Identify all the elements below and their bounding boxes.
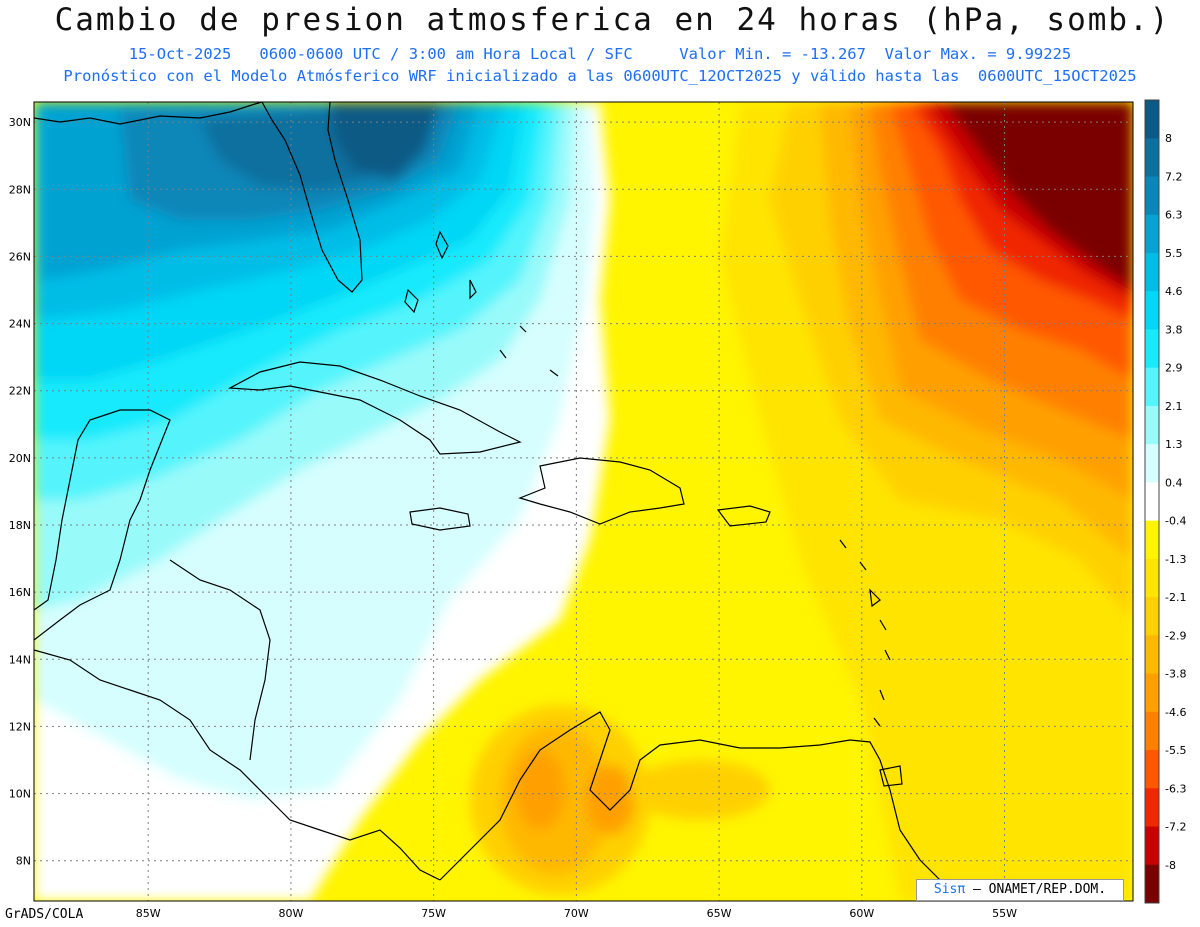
colorbar-swatch bbox=[1145, 100, 1159, 139]
colorbar-label: 0.4 bbox=[1165, 476, 1183, 489]
coastlines bbox=[33, 101, 961, 902]
colorbar-swatch bbox=[1145, 826, 1159, 866]
colorbar-swatch bbox=[1145, 788, 1159, 828]
lat-tick-label: 22N bbox=[9, 385, 31, 398]
grads-footer: GrADS/COLA bbox=[5, 907, 84, 922]
colorbar-frame bbox=[1144, 99, 1160, 904]
colorbar-label: -1.3 bbox=[1165, 553, 1186, 566]
colorbar-label: 7.2 bbox=[1165, 170, 1183, 183]
colorbar-label: -4.6 bbox=[1165, 706, 1186, 719]
lat-lon-grid bbox=[34, 102, 1133, 901]
colorbar-swatch bbox=[1145, 635, 1159, 675]
lat-tick-label: 26N bbox=[9, 250, 31, 263]
colorbar-label: 8 bbox=[1165, 132, 1172, 145]
colorbar-label: -6.3 bbox=[1165, 782, 1186, 795]
colorbar-swatch bbox=[1145, 482, 1159, 522]
colorbar-label: 6.3 bbox=[1165, 209, 1183, 222]
colorbar-swatch bbox=[1145, 711, 1159, 751]
colorbar-swatch bbox=[1145, 520, 1159, 560]
lon-tick-label: 80W bbox=[278, 907, 303, 920]
colorbar-label: 2.9 bbox=[1165, 362, 1183, 375]
colorbar: 8 7.2 6.3 5.5 4.6 3.8 2.9 2.1 1.3 0.4 -0.4 -1.3 -2.1… bbox=[1144, 99, 1186, 904]
colorbar-label: -5.5 bbox=[1165, 744, 1186, 757]
colorbar-swatch bbox=[1145, 214, 1159, 254]
colorbar-label: -2.9 bbox=[1165, 629, 1186, 642]
lat-tick-label: 30N bbox=[9, 116, 31, 129]
colorbar-label: 4.6 bbox=[1165, 285, 1183, 298]
colorbar-label: -2.1 bbox=[1165, 591, 1186, 604]
colorbar-swatch bbox=[1145, 138, 1159, 177]
shaded-field bbox=[34, 102, 1133, 901]
lat-tick-label: 12N bbox=[9, 720, 31, 733]
lat-tick-label: 8N bbox=[16, 855, 31, 868]
lat-tick-label: 18N bbox=[9, 519, 31, 532]
sispi-logo: Sisπ bbox=[933, 882, 966, 897]
colorbar-swatch bbox=[1145, 291, 1159, 330]
colorbar-swatch bbox=[1145, 558, 1159, 598]
colorbar-swatch bbox=[1145, 252, 1159, 292]
lon-tick-label: 85W bbox=[136, 907, 161, 920]
colorbar-label: -7.2 bbox=[1165, 821, 1186, 834]
lat-tick-label: 20N bbox=[9, 452, 31, 465]
colorbar-label: 5.5 bbox=[1165, 247, 1183, 260]
colorbar-label: 3.8 bbox=[1165, 323, 1183, 336]
colorbar-label: -0.4 bbox=[1165, 515, 1186, 528]
lon-tick-label: 70W bbox=[564, 907, 589, 920]
colorbar-swatch bbox=[1145, 329, 1159, 369]
colorbar-label: -3.8 bbox=[1165, 668, 1186, 681]
colorbar-swatch bbox=[1145, 673, 1159, 713]
lon-tick-label: 65W bbox=[707, 907, 732, 920]
credit-text: – ONAMET/REP.DOM. bbox=[973, 882, 1107, 897]
lon-tick-label: 75W bbox=[421, 907, 446, 920]
colorbar-swatch bbox=[1145, 750, 1159, 789]
subtitle-model-info: Pronóstico con el Modelo Atmósferico WRF… bbox=[63, 67, 1137, 85]
lon-tick-label: 55W bbox=[992, 907, 1017, 920]
colorbar-label: 1.3 bbox=[1165, 438, 1183, 451]
colorbar-swatch bbox=[1145, 405, 1159, 445]
lat-tick-label: 24N bbox=[9, 318, 31, 331]
colorbar-swatch bbox=[1145, 597, 1159, 636]
map-title: Cambio de presion atmosferica en 24 hora… bbox=[54, 2, 1171, 38]
lat-tick-label: 10N bbox=[9, 788, 31, 801]
colorbar-swatch bbox=[1145, 864, 1159, 904]
colorbar-swatch bbox=[1145, 444, 1159, 483]
axis-labels: 85W 80W 75W 70W 65W 60W 55W 30N 28N 26N 24N 22N 20N 1… bbox=[9, 116, 1017, 920]
subtitle-date-range: 15-Oct-2025 0600-0600 UTC / 3:00 am Hora… bbox=[128, 45, 1072, 63]
lat-tick-label: 16N bbox=[9, 586, 31, 599]
colorbar-label: 2.1 bbox=[1165, 400, 1183, 413]
colorbar-label: -8 bbox=[1165, 859, 1176, 872]
colorbar-swatch bbox=[1145, 367, 1159, 407]
colorbar-swatch bbox=[1145, 176, 1159, 216]
lon-tick-label: 60W bbox=[849, 907, 874, 920]
credit-box: Sisπ – ONAMET/REP.DOM. bbox=[916, 879, 1124, 901]
lat-tick-label: 14N bbox=[9, 653, 31, 666]
lat-tick-label: 28N bbox=[9, 183, 31, 196]
